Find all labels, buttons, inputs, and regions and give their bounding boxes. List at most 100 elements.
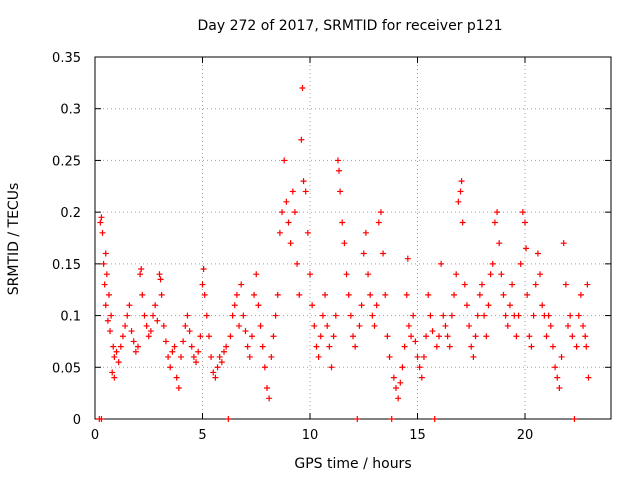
y-tick-label: 0.3 <box>60 103 81 118</box>
data-point <box>405 322 412 329</box>
data-point <box>403 291 410 298</box>
data-point <box>504 322 511 329</box>
data-point <box>472 333 479 340</box>
data-point <box>330 333 337 340</box>
chart-title: Day 272 of 2017, SRMTID for receiver p12… <box>197 18 503 34</box>
data-point <box>369 312 376 319</box>
data-point <box>154 317 161 324</box>
data-point <box>573 343 580 350</box>
data-point <box>218 359 225 366</box>
data-point <box>225 416 232 422</box>
data-point <box>266 395 273 402</box>
data-point <box>231 302 238 309</box>
data-point <box>577 291 584 298</box>
data-point <box>119 333 126 340</box>
x-axis-label: GPS time / hours <box>294 456 412 472</box>
data-point <box>509 281 516 288</box>
data-point <box>371 322 378 329</box>
data-point <box>132 348 139 355</box>
data-point <box>354 416 361 422</box>
data-point <box>184 312 191 319</box>
data-point <box>332 312 339 319</box>
data-point <box>458 178 465 185</box>
y-axis-label: SRMTID / TECUs <box>6 182 22 296</box>
data-point <box>367 291 374 298</box>
data-point <box>515 312 522 319</box>
data-point <box>547 322 554 329</box>
data-point <box>485 302 492 309</box>
data-point <box>549 343 556 350</box>
x-tick-label: 0 <box>91 428 99 443</box>
data-point <box>150 312 157 319</box>
data-point <box>242 328 249 335</box>
data-point <box>307 271 313 278</box>
data-point <box>532 281 539 288</box>
data-point <box>180 338 187 345</box>
data-point <box>156 271 163 278</box>
data-point <box>238 281 245 288</box>
data-point <box>522 219 528 226</box>
data-point <box>500 291 507 298</box>
data-point <box>453 271 460 278</box>
data-point <box>552 364 559 371</box>
data-point <box>113 348 120 355</box>
data-point <box>175 384 182 391</box>
data-point <box>291 209 298 216</box>
y-tick-label: 0.2 <box>60 206 81 221</box>
data-point <box>304 229 311 236</box>
data-point <box>283 198 290 205</box>
data-point <box>322 291 329 298</box>
data-point <box>341 240 348 247</box>
data-point <box>502 312 509 319</box>
data-point <box>236 322 243 329</box>
data-point <box>433 343 440 350</box>
data-point <box>425 291 432 298</box>
data-point <box>319 312 326 319</box>
data-point <box>188 343 195 350</box>
data-point <box>229 312 236 319</box>
data-point <box>100 260 107 267</box>
data-point <box>365 271 372 278</box>
data-point <box>356 322 363 329</box>
data-point <box>545 312 552 319</box>
y-tick-label: 0.15 <box>52 258 81 273</box>
data-point <box>416 364 423 371</box>
data-point <box>171 343 178 350</box>
data-point <box>446 343 453 350</box>
data-point <box>583 343 590 350</box>
data-point <box>317 333 324 340</box>
data-point <box>358 302 365 309</box>
data-point <box>360 250 367 257</box>
data-point <box>569 333 576 340</box>
data-point <box>401 343 408 350</box>
y-tick-label: 0 <box>73 413 81 428</box>
data-point <box>257 322 264 329</box>
data-point <box>139 291 146 298</box>
data-point <box>223 343 230 350</box>
data-point <box>102 302 109 309</box>
data-point <box>276 229 283 236</box>
data-point <box>519 209 526 216</box>
data-point <box>438 260 445 267</box>
data-point <box>418 374 425 381</box>
data-point <box>584 281 591 288</box>
data-point <box>160 322 167 329</box>
data-point <box>101 281 108 288</box>
data-point <box>334 157 341 164</box>
x-tick-label: 5 <box>198 428 206 443</box>
data-point <box>199 281 206 288</box>
data-point <box>455 198 462 205</box>
data-point <box>289 188 296 195</box>
data-point <box>494 209 501 216</box>
data-point <box>200 266 207 273</box>
data-point <box>537 271 544 278</box>
data-point <box>571 416 578 422</box>
data-point <box>373 302 380 309</box>
data-point <box>272 312 279 319</box>
data-point <box>98 416 105 422</box>
data-point <box>382 291 389 298</box>
data-point <box>539 302 546 309</box>
data-point <box>261 364 268 371</box>
data-point <box>221 348 227 355</box>
data-point <box>523 245 530 252</box>
